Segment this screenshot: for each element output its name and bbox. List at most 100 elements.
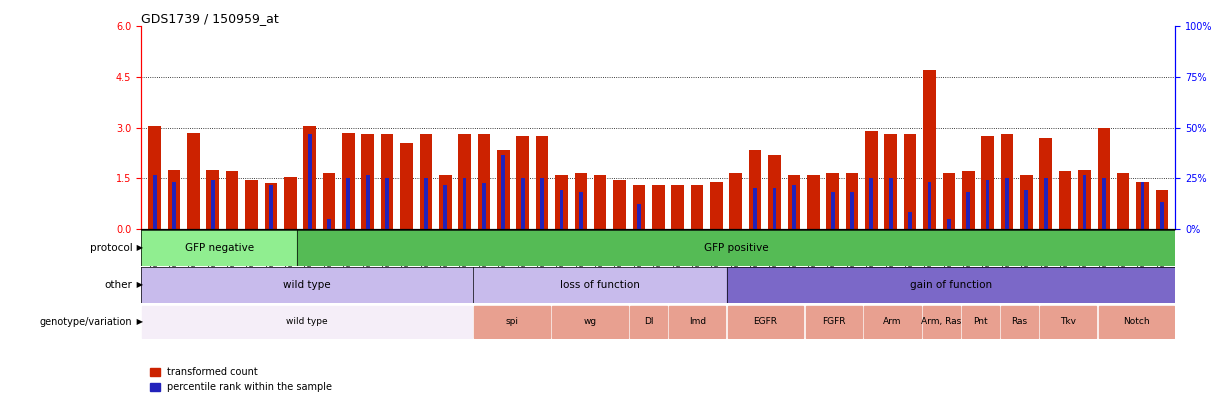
Bar — [928, 181, 931, 229]
Bar — [1156, 190, 1168, 229]
Bar — [1079, 170, 1091, 229]
Bar — [826, 173, 839, 229]
Bar — [482, 183, 486, 229]
Text: GFP positive: GFP positive — [704, 243, 768, 253]
Bar — [967, 192, 971, 229]
Bar — [1005, 178, 1009, 229]
Bar — [669, 305, 725, 338]
Bar — [730, 173, 742, 229]
Bar — [439, 175, 452, 229]
Bar — [691, 185, 703, 229]
Bar — [560, 190, 563, 229]
Bar — [1001, 134, 1014, 229]
Bar — [211, 180, 215, 229]
Bar — [947, 219, 951, 229]
Bar — [1098, 305, 1174, 338]
Bar — [870, 178, 874, 229]
Bar — [942, 173, 955, 229]
Text: ▶: ▶ — [134, 317, 142, 326]
Bar — [342, 133, 355, 229]
Bar — [594, 175, 606, 229]
Bar — [579, 192, 583, 229]
Bar — [1141, 181, 1145, 229]
Bar — [380, 134, 394, 229]
Bar — [187, 133, 200, 229]
Bar — [753, 188, 757, 229]
Bar — [474, 305, 550, 338]
Bar — [908, 212, 912, 229]
Bar — [346, 178, 350, 229]
Bar — [614, 180, 626, 229]
Bar — [962, 171, 974, 229]
Bar — [633, 185, 645, 229]
Bar — [864, 305, 920, 338]
Text: other: other — [104, 280, 133, 290]
Bar — [652, 185, 665, 229]
Bar — [536, 136, 548, 229]
Bar — [168, 170, 180, 229]
Text: FGFR: FGFR — [822, 317, 845, 326]
Bar — [1044, 178, 1048, 229]
Bar — [1097, 128, 1110, 229]
Text: Arm, Ras: Arm, Ras — [921, 317, 962, 326]
Bar — [1117, 173, 1130, 229]
Bar — [245, 180, 258, 229]
Text: wg: wg — [583, 317, 596, 326]
Text: Dl: Dl — [644, 317, 653, 326]
Bar — [885, 134, 897, 229]
Bar — [807, 175, 820, 229]
Bar — [845, 173, 858, 229]
Bar — [888, 178, 892, 229]
Bar — [1059, 171, 1071, 229]
Bar — [443, 185, 447, 229]
Bar — [1082, 175, 1086, 229]
Bar — [206, 170, 220, 229]
Bar — [269, 185, 272, 229]
Bar — [806, 305, 863, 338]
Bar — [788, 175, 800, 229]
Bar — [574, 173, 587, 229]
Bar — [865, 131, 877, 229]
Text: ▶: ▶ — [134, 243, 142, 252]
Bar — [303, 126, 315, 229]
Bar — [982, 136, 994, 229]
Text: Tkv: Tkv — [1060, 317, 1076, 326]
Bar — [366, 175, 369, 229]
Bar — [831, 192, 834, 229]
Bar — [1102, 178, 1106, 229]
Text: Notch: Notch — [1123, 317, 1150, 326]
Bar — [904, 134, 917, 229]
Bar — [773, 188, 777, 229]
Legend: transformed count, percentile rank within the sample: transformed count, percentile rank withi… — [146, 363, 336, 396]
Bar — [328, 219, 331, 229]
Bar — [768, 155, 780, 229]
Bar — [385, 178, 389, 229]
Text: gain of function: gain of function — [910, 280, 993, 290]
Text: GFP negative: GFP negative — [184, 243, 254, 253]
Bar — [985, 180, 989, 229]
Bar — [637, 203, 640, 229]
Bar — [1020, 175, 1033, 229]
Bar — [671, 185, 683, 229]
Text: Ras: Ras — [1011, 317, 1027, 326]
Bar — [520, 178, 525, 229]
Bar — [226, 171, 238, 229]
Bar — [552, 305, 628, 338]
Bar — [472, 267, 726, 303]
Bar — [1001, 305, 1038, 338]
Bar — [265, 183, 277, 229]
Text: Pnt: Pnt — [973, 317, 988, 326]
Text: loss of function: loss of function — [560, 280, 639, 290]
Bar — [142, 305, 471, 338]
Bar — [420, 134, 432, 229]
Bar — [631, 305, 666, 338]
Bar — [923, 70, 936, 229]
Bar — [141, 267, 472, 303]
Text: wild type: wild type — [283, 280, 331, 290]
Bar — [517, 136, 529, 229]
Text: ▶: ▶ — [134, 280, 142, 289]
Bar — [540, 178, 544, 229]
Bar — [502, 155, 506, 229]
Bar — [710, 181, 723, 229]
Bar — [172, 181, 175, 229]
